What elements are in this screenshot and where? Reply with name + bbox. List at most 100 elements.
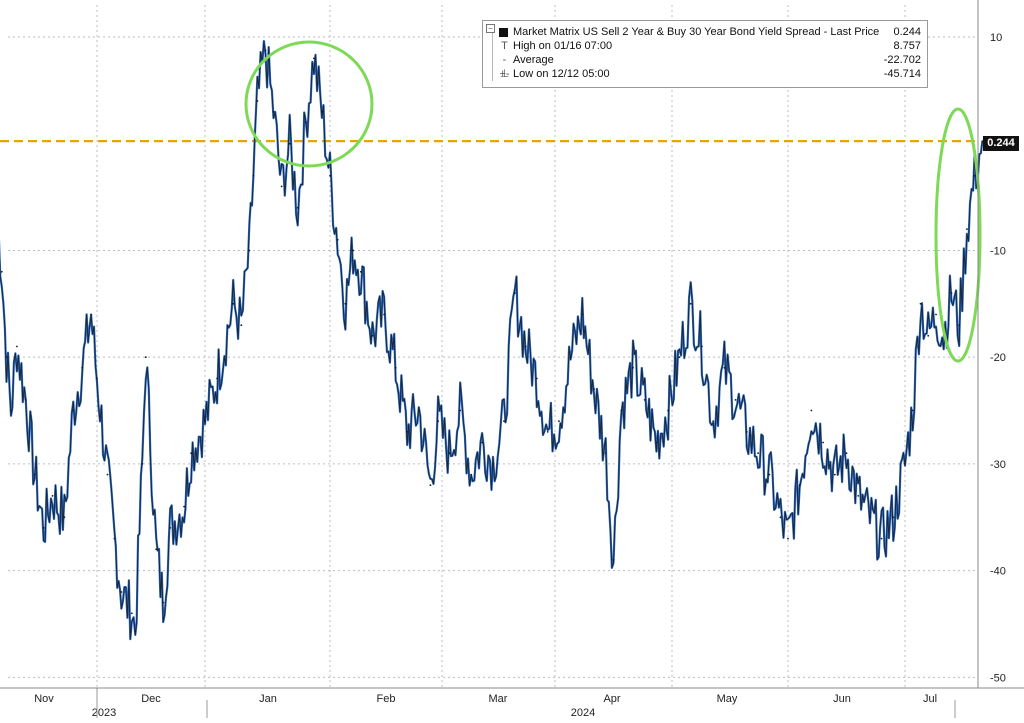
series-point — [371, 334, 374, 337]
series-point — [833, 473, 836, 476]
series-point — [470, 473, 473, 476]
legend-low-value: -45.714 — [883, 68, 921, 80]
highlight-ellipse-high-cluster — [244, 40, 374, 168]
series-point — [459, 409, 462, 412]
series-point — [313, 57, 315, 60]
series-point — [106, 473, 109, 476]
series-point — [745, 431, 748, 433]
series-point — [280, 185, 283, 188]
series-line — [0, 40, 983, 640]
series-point — [406, 431, 409, 433]
series-point — [569, 356, 572, 359]
series-point — [734, 399, 737, 401]
series-point — [880, 537, 883, 540]
series-point — [296, 206, 299, 209]
legend-row-high: T High on 01/16 07:00 8.757 — [483, 39, 927, 53]
series-point — [51, 495, 54, 497]
series-point — [216, 377, 219, 380]
x-tick-label: Jun — [833, 693, 851, 705]
series-point — [183, 505, 186, 508]
series-point — [935, 313, 937, 316]
x-tick-label: Jan — [259, 693, 277, 705]
legend-series-value: 0.244 — [893, 26, 921, 38]
series-point — [252, 174, 255, 177]
series-point — [958, 324, 961, 327]
y-tick-label: -50 — [990, 672, 1006, 684]
series-point — [162, 601, 165, 604]
series-point — [612, 559, 615, 561]
legend: − Market Matrix US Sell 2 Year & Buy 30 … — [482, 20, 928, 88]
series-point — [966, 228, 968, 231]
x-tick-label: Feb — [377, 693, 396, 705]
series-point — [272, 110, 275, 113]
series-point — [448, 452, 451, 455]
series-point — [437, 420, 439, 423]
y-tick-label: -20 — [990, 352, 1006, 364]
series-point — [869, 516, 871, 519]
series-point — [723, 366, 726, 369]
series-point — [620, 409, 623, 412]
series-point — [973, 174, 976, 177]
x-tick-label: May — [717, 693, 738, 705]
series-point — [701, 345, 703, 348]
series-point — [857, 495, 860, 497]
series-point — [524, 345, 527, 348]
series-point — [81, 366, 84, 369]
series-point — [904, 463, 906, 465]
series-point — [417, 409, 420, 412]
series-point — [689, 302, 692, 305]
legend-row-series: Market Matrix US Sell 2 Year & Buy 30 Ye… — [483, 25, 927, 39]
series-point — [394, 366, 397, 369]
series-point — [845, 452, 848, 455]
series-point — [264, 49, 267, 52]
series-point — [911, 409, 914, 412]
series-point — [155, 548, 158, 551]
low-marker-icon: ⊥ — [499, 68, 510, 80]
series-point — [204, 420, 206, 423]
series-point — [822, 441, 824, 444]
series-point — [481, 441, 483, 444]
series-point — [678, 356, 681, 359]
series-point — [344, 302, 347, 305]
series-point — [16, 345, 18, 348]
legend-row-low: ⊥ Low on 12/12 05:00 -45.714 — [483, 67, 927, 81]
series-point — [144, 356, 147, 359]
x-tick-label: Dec — [141, 693, 161, 705]
legend-tree-line — [492, 33, 493, 81]
series-point — [558, 420, 560, 423]
series-point — [779, 516, 782, 519]
series-swatch-icon — [499, 28, 508, 37]
legend-high-label: High on 01/16 07:00 — [513, 40, 613, 52]
series-point — [655, 441, 658, 444]
y-tick-label: -10 — [990, 245, 1006, 257]
series-point — [232, 302, 235, 305]
x-tick-label: Jul — [923, 693, 937, 705]
legend-collapse-icon[interactable]: − — [486, 24, 495, 33]
series-point — [643, 399, 646, 401]
series-point — [768, 473, 771, 476]
grid-layer — [8, 5, 975, 688]
series-point — [10, 409, 12, 412]
series-point — [927, 334, 930, 337]
series-point — [336, 238, 339, 241]
highlight-ellipse-latest-spike — [934, 107, 982, 363]
series-point — [72, 409, 75, 412]
series-point — [667, 409, 669, 412]
series-point — [503, 420, 505, 423]
legend-average-value: -22.702 — [883, 54, 921, 66]
series-line-highlight — [0, 40, 984, 641]
series-point — [5, 356, 8, 359]
series-point — [321, 110, 323, 113]
series-point — [190, 452, 193, 455]
series-point — [288, 142, 291, 145]
year-label: 2023 — [92, 707, 116, 718]
series-point — [581, 313, 584, 316]
y-tick-label: 10 — [990, 32, 1002, 44]
series-point — [593, 388, 595, 391]
series-point — [892, 516, 895, 519]
series-point — [535, 377, 538, 380]
series-point — [604, 452, 607, 455]
